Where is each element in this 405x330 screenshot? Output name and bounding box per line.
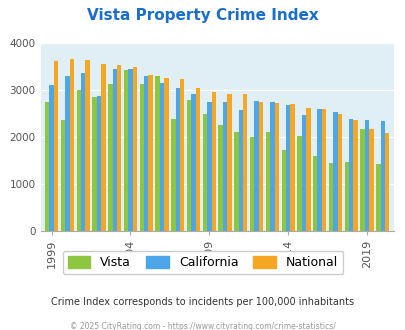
Bar bbox=[195, 87, 200, 231]
Bar bbox=[77, 90, 81, 231]
Bar bbox=[175, 88, 179, 231]
Bar bbox=[117, 65, 121, 231]
Bar bbox=[160, 83, 164, 231]
Bar bbox=[69, 59, 74, 231]
Bar bbox=[321, 109, 326, 231]
Text: © 2025 CityRating.com - https://www.cityrating.com/crime-statistics/: © 2025 CityRating.com - https://www.city… bbox=[70, 322, 335, 330]
Bar bbox=[81, 73, 85, 231]
Bar bbox=[108, 84, 112, 231]
Bar bbox=[101, 64, 105, 231]
Bar bbox=[333, 112, 337, 231]
Bar bbox=[265, 132, 270, 231]
Bar bbox=[254, 101, 258, 231]
Bar bbox=[61, 120, 65, 231]
Bar bbox=[328, 163, 333, 231]
Bar bbox=[238, 110, 243, 231]
Bar bbox=[364, 120, 368, 231]
Bar bbox=[285, 105, 290, 231]
Bar bbox=[85, 60, 90, 231]
Bar bbox=[348, 119, 353, 231]
Bar bbox=[344, 162, 348, 231]
Bar bbox=[92, 97, 96, 231]
Bar bbox=[144, 76, 148, 231]
Bar bbox=[132, 67, 137, 231]
Bar bbox=[353, 120, 357, 231]
Bar bbox=[139, 84, 144, 231]
Text: Crime Index corresponds to incidents per 100,000 inhabitants: Crime Index corresponds to incidents per… bbox=[51, 297, 354, 307]
Bar bbox=[384, 133, 388, 231]
Bar bbox=[312, 156, 317, 231]
Bar bbox=[49, 85, 54, 231]
Bar bbox=[317, 109, 321, 231]
Bar bbox=[171, 118, 175, 231]
Bar bbox=[296, 137, 301, 231]
Bar bbox=[274, 103, 278, 231]
Bar bbox=[305, 108, 310, 231]
Bar bbox=[164, 78, 168, 231]
Bar bbox=[218, 125, 222, 231]
Bar bbox=[54, 61, 58, 231]
Bar bbox=[96, 96, 101, 231]
Bar bbox=[368, 129, 373, 231]
Bar bbox=[234, 132, 238, 231]
Bar bbox=[227, 94, 231, 231]
Bar bbox=[281, 150, 285, 231]
Bar bbox=[65, 76, 69, 231]
Bar bbox=[45, 102, 49, 231]
Bar bbox=[128, 69, 132, 231]
Bar bbox=[375, 164, 379, 231]
Bar bbox=[179, 79, 184, 231]
Bar bbox=[191, 94, 195, 231]
Bar bbox=[360, 129, 364, 231]
Bar bbox=[202, 115, 207, 231]
Bar bbox=[211, 92, 215, 231]
Bar bbox=[379, 121, 384, 231]
Bar bbox=[222, 102, 227, 231]
Bar bbox=[155, 76, 160, 231]
Bar bbox=[243, 94, 247, 231]
Text: Vista Property Crime Index: Vista Property Crime Index bbox=[87, 8, 318, 23]
Bar bbox=[148, 75, 153, 231]
Bar bbox=[337, 115, 341, 231]
Bar bbox=[290, 104, 294, 231]
Bar bbox=[258, 102, 262, 231]
Bar bbox=[301, 115, 305, 231]
Legend: Vista, California, National: Vista, California, National bbox=[63, 250, 342, 274]
Bar bbox=[124, 70, 128, 231]
Bar bbox=[207, 102, 211, 231]
Bar bbox=[186, 100, 191, 231]
Bar bbox=[270, 102, 274, 231]
Bar bbox=[249, 137, 254, 231]
Bar bbox=[112, 69, 117, 231]
